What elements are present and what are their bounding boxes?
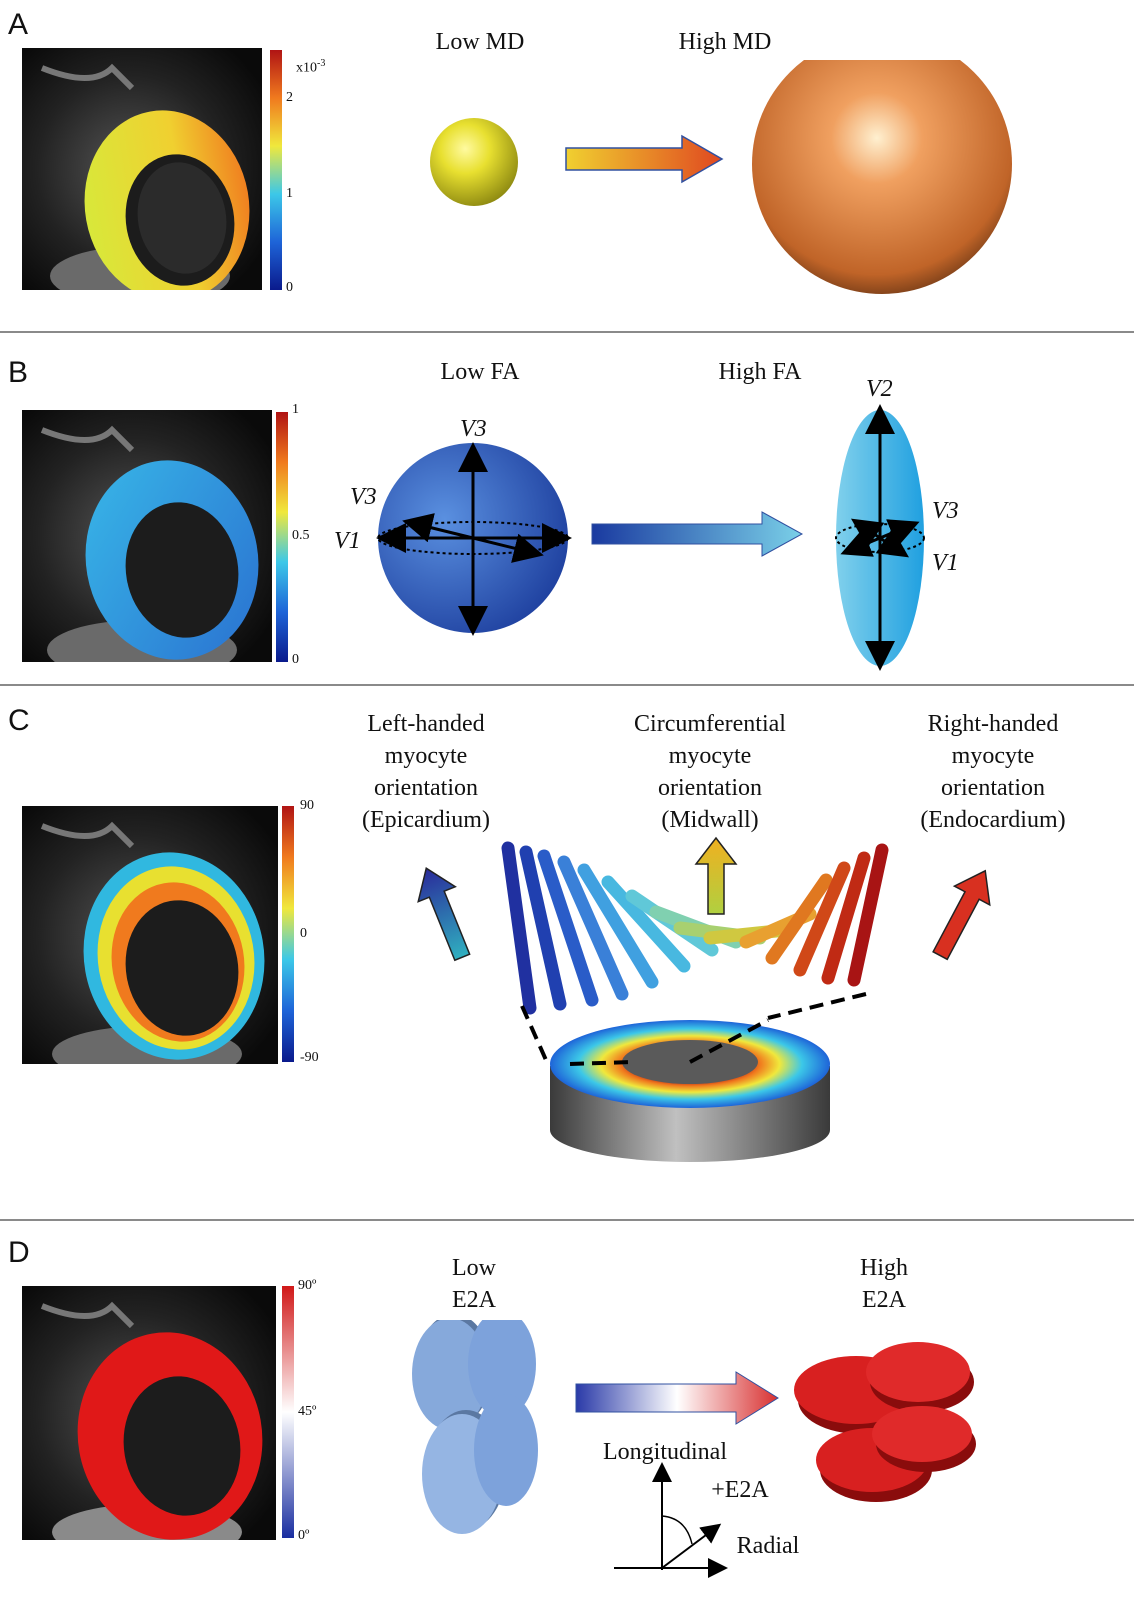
divider-cd [0, 1219, 1134, 1221]
right-handed-caption: Right-handed myocyte orientation (Endocardi… [920, 711, 1066, 833]
panel-label-c: C [8, 704, 30, 737]
md-arrow [565, 134, 724, 184]
fa-tick-05: 0.5 [292, 528, 310, 543]
circumferential-arrow [694, 836, 738, 915]
md-tick-0: 0 [286, 280, 293, 295]
md-diagram [430, 60, 1012, 294]
v3-top-label: V3 [460, 416, 487, 442]
ha-colorbar [282, 806, 294, 1062]
e2a-tick-45: 45º [298, 1404, 317, 1419]
low-md-caption: Low MD [435, 29, 525, 55]
divider-bc [0, 684, 1134, 686]
low-fa-caption: Low FA [440, 359, 520, 385]
fa-tick-1: 1 [292, 402, 299, 417]
fa-diagram [376, 404, 925, 671]
high-md-caption: High MD [678, 29, 772, 55]
radial-label: Radial [736, 1533, 800, 1559]
plus-e2a-label: +E2A [711, 1477, 769, 1503]
high-e2a-caption: High E2A [860, 1255, 908, 1313]
md-colorbar-unit: x10-3 [296, 58, 326, 76]
e2a-tick-90: 90º [298, 1278, 317, 1293]
v3-right-label: V3 [932, 498, 959, 524]
circumferential-caption: Circumferential myocyte orientation (Midwal… [634, 711, 786, 833]
high-e2a-sheets [794, 1342, 976, 1502]
helix-diagram [417, 836, 991, 1162]
e2a-arrow [575, 1371, 779, 1425]
high-fa-caption: High FA [718, 359, 802, 385]
panel-label-a: A [8, 8, 29, 41]
ha-tick-0: 0 [300, 926, 307, 941]
divider-ab [0, 331, 1134, 333]
fa-colorbar [276, 412, 288, 662]
panel-label-d: D [8, 1236, 30, 1269]
ha-map-image [22, 806, 278, 1064]
e2a-diagram [412, 1320, 976, 1578]
md-tick-2: 2 [286, 90, 293, 105]
panel-label-b: B [8, 356, 29, 389]
md-tick-1: 1 [286, 186, 293, 201]
md-colorbar [270, 50, 282, 290]
v1-right-label: V1 [932, 550, 959, 576]
left-handed-caption: Left-handed myocyte orientation (Epicardium… [362, 711, 490, 833]
fa-map-image [22, 410, 272, 662]
e2a-tick-0: 0º [298, 1528, 310, 1543]
e2a-map-image [22, 1286, 276, 1540]
e2a-colorbar [282, 1286, 294, 1538]
fa-tick-0: 0 [292, 652, 299, 667]
myocyte-cylinders [501, 841, 889, 1015]
low-e2a-sheets [412, 1320, 538, 1534]
low-md-sphere [430, 118, 518, 206]
v2-label: V2 [866, 376, 893, 402]
fa-arrow [591, 511, 804, 557]
high-md-sphere [752, 60, 1012, 294]
left-handed-arrow [417, 867, 471, 962]
longitudinal-label: Longitudinal [603, 1439, 727, 1465]
v3-left-label: V3 [350, 484, 377, 510]
ha-tick-minus90: -90 [300, 1050, 319, 1065]
v1-left-label: V1 [334, 528, 361, 554]
md-map-image [22, 48, 262, 290]
right-handed-arrow [932, 869, 991, 961]
low-e2a-caption: Low E2A [452, 1255, 496, 1313]
ha-tick-90: 90 [300, 798, 314, 813]
